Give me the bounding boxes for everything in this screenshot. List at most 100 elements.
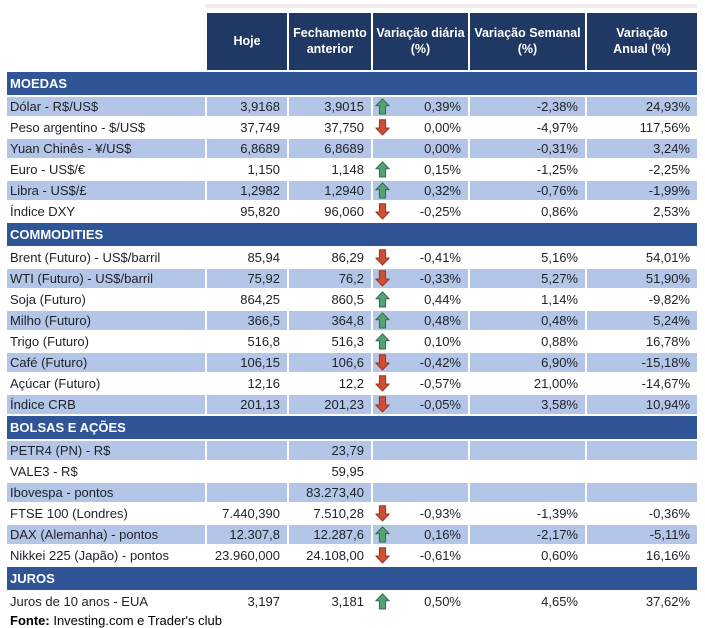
- variacao-anual-value: 16,78%: [585, 332, 697, 351]
- table-row: Ibovespa - pontos 83.273,40: [7, 483, 697, 502]
- fechamento-anterior-value: 37,750: [287, 118, 371, 137]
- fechamento-anterior-value: 24.108,00: [287, 546, 371, 565]
- variacao-diaria-value: [371, 441, 468, 460]
- variacao-anual-value: -0,36%: [585, 504, 697, 523]
- variacao-diaria-value: -0,05%: [371, 395, 468, 414]
- fechamento-anterior-value: 12,2: [287, 374, 371, 393]
- fechamento-anterior-value: 86,29: [287, 248, 371, 267]
- variacao-semanal-value: 0,86%: [468, 202, 585, 221]
- column-header: Fechamento anterior: [287, 13, 371, 70]
- table-row: Libra - US$/£ 1,2982 1,2940 0,32% -0,76% -1,9…: [7, 181, 697, 200]
- hoje-value: 75,92: [205, 269, 287, 288]
- variacao-anual-value: 37,62%: [585, 592, 697, 611]
- row-label: VALE3 - R$: [7, 462, 205, 481]
- variacao-semanal-value: 5,27%: [468, 269, 585, 288]
- variacao-semanal-value: 5,16%: [468, 248, 585, 267]
- table-row: Brent (Futuro) - US$/barril 85,94 86,29 -0,…: [7, 248, 697, 267]
- variacao-semanal-value: -1,39%: [468, 504, 585, 523]
- down-arrow-icon: [375, 547, 390, 564]
- variacao-anual-value: 24,93%: [585, 97, 697, 116]
- variacao-diaria-value: 0,16%: [371, 525, 468, 544]
- row-label: Juros de 10 anos - EUA: [7, 592, 205, 611]
- hoje-value: 7.440,390: [205, 504, 287, 523]
- variacao-anual-value: -14,67%: [585, 374, 697, 393]
- table-row: Soja (Futuro) 864,25 860,5 0,44% 1,14% -9,82%: [7, 290, 697, 309]
- row-label: Índice CRB: [7, 395, 205, 414]
- variacao-anual-value: [585, 483, 697, 502]
- variacao-diaria-value: -0,25%: [371, 202, 468, 221]
- variacao-diaria-value: -0,41%: [371, 248, 468, 267]
- column-header: Hoje: [205, 13, 287, 70]
- table-row: Trigo (Futuro) 516,8 516,3 0,10% 0,88% 16,78%: [7, 332, 697, 351]
- table-row: Índice DXY 95,820 96,060 -0,25% 0,86% 2,53%: [7, 202, 697, 221]
- hoje-value: [205, 483, 287, 502]
- fechamento-anterior-value: 76,2: [287, 269, 371, 288]
- row-label: WTI (Futuro) - US$/barril: [7, 269, 205, 288]
- fechamento-anterior-value: 3,9015: [287, 97, 371, 116]
- up-arrow-icon: [375, 593, 390, 610]
- down-arrow-icon: [375, 375, 390, 392]
- up-arrow-icon: [375, 312, 390, 329]
- table-row: PETR4 (PN) - R$ 23,79: [7, 441, 697, 460]
- hoje-value: 12.307,8: [205, 525, 287, 544]
- table-row: FTSE 100 (Londres) 7.440,390 7.510,28 -0,93…: [7, 504, 697, 523]
- variacao-anual-value: 2,53%: [585, 202, 697, 221]
- source-note: Fonte: Investing.com e Trader's club: [7, 613, 697, 628]
- variacao-semanal-value: 1,14%: [468, 290, 585, 309]
- table-row: Peso argentino - $/US$ 37,749 37,750 0,00% -…: [7, 118, 697, 137]
- hoje-value: 1,150: [205, 160, 287, 179]
- fechamento-anterior-value: 3,181: [287, 592, 371, 611]
- table-row: Juros de 10 anos - EUA 3,197 3,181 0,50% 4,6…: [7, 592, 697, 611]
- variacao-diaria-value: -0,93%: [371, 504, 468, 523]
- fechamento-anterior-value: 860,5: [287, 290, 371, 309]
- fechamento-anterior-value: 59,95: [287, 462, 371, 481]
- variacao-anual-value: 51,90%: [585, 269, 697, 288]
- fechamento-anterior-value: 106,6: [287, 353, 371, 372]
- header-row: Hoje Fechamento anterior Variação diária (…: [7, 13, 697, 70]
- up-arrow-icon: [375, 161, 390, 178]
- variacao-anual-value: [585, 441, 697, 460]
- table-row: DAX (Alemanha) - pontos 12.307,8 12.287,6 0…: [7, 525, 697, 544]
- fechamento-anterior-value: 201,23: [287, 395, 371, 414]
- row-label: FTSE 100 (Londres): [7, 504, 205, 523]
- financial-report: Hoje Fechamento anterior Variação diária (…: [7, 4, 697, 628]
- variacao-diaria-value: -0,61%: [371, 546, 468, 565]
- up-arrow-icon: [375, 182, 390, 199]
- row-label: Brent (Futuro) - US$/barril: [7, 248, 205, 267]
- hoje-value: [205, 441, 287, 460]
- down-arrow-icon: [375, 505, 390, 522]
- top-border-line: [205, 4, 697, 8]
- variacao-anual-value: -1,99%: [585, 181, 697, 200]
- variacao-anual-value: [585, 462, 697, 481]
- variacao-diaria-value: 0,48%: [371, 311, 468, 330]
- variacao-diaria-value: -0,57%: [371, 374, 468, 393]
- variacao-semanal-value: [468, 441, 585, 460]
- variacao-anual-value: -2,25%: [585, 160, 697, 179]
- hoje-value: 864,25: [205, 290, 287, 309]
- row-label: Peso argentino - $/US$: [7, 118, 205, 137]
- variacao-anual-value: -9,82%: [585, 290, 697, 309]
- down-arrow-icon: [375, 396, 390, 413]
- hoje-value: 3,9168: [205, 97, 287, 116]
- variacao-diaria-value: 0,39%: [371, 97, 468, 116]
- variacao-semanal-value: -0,76%: [468, 181, 585, 200]
- variacao-anual-value: -5,11%: [585, 525, 697, 544]
- variacao-semanal-value: 21,00%: [468, 374, 585, 393]
- row-label: Ibovespa - pontos: [7, 483, 205, 502]
- row-label: PETR4 (PN) - R$: [7, 441, 205, 460]
- row-label: Dólar - R$/US$: [7, 97, 205, 116]
- hoje-value: 201,13: [205, 395, 287, 414]
- hoje-value: 37,749: [205, 118, 287, 137]
- table-row: Açúcar (Futuro) 12,16 12,2 -0,57% 21,00% -14,…: [7, 374, 697, 393]
- variacao-diaria-value: 0,50%: [371, 592, 468, 611]
- variacao-semanal-value: 4,65%: [468, 592, 585, 611]
- hoje-value: 366,5: [205, 311, 287, 330]
- row-label: Café (Futuro): [7, 353, 205, 372]
- table-row: Euro - US$/€ 1,150 1,148 0,15% -1,25% -2,25%: [7, 160, 697, 179]
- variacao-diaria-value: 0,10%: [371, 332, 468, 351]
- up-arrow-icon: [375, 333, 390, 350]
- row-label: Soja (Futuro): [7, 290, 205, 309]
- variacao-anual-value: 5,24%: [585, 311, 697, 330]
- variacao-semanal-value: 0,48%: [468, 311, 585, 330]
- section-header: COMMODITIES: [7, 223, 697, 246]
